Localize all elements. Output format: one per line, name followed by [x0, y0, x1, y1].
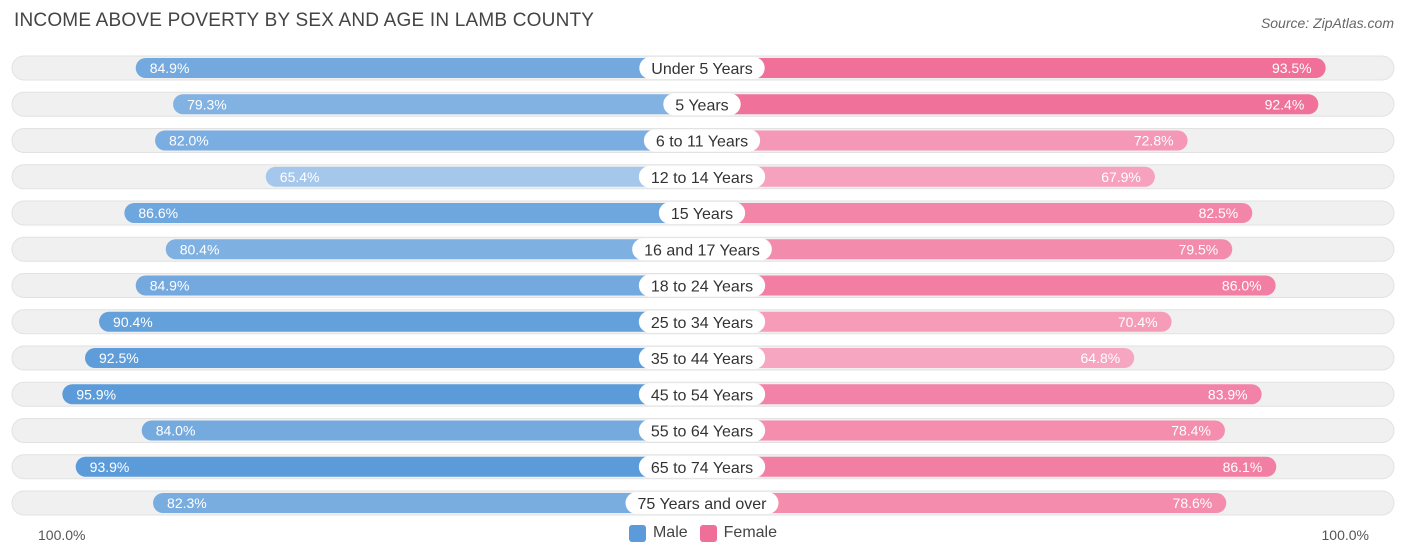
male-bar — [99, 311, 703, 332]
axis-left-label: 100.0% — [38, 527, 86, 543]
female-bar — [702, 203, 1253, 223]
category-label: 5 Years — [675, 97, 728, 114]
female-value-label: 67.9% — [1101, 169, 1141, 185]
female-bar — [702, 348, 1135, 368]
category-label-pill — [638, 383, 766, 406]
category-label-pill — [638, 310, 766, 333]
female-bar — [702, 493, 1227, 513]
category-label-pill — [639, 57, 765, 79]
male-bar — [165, 239, 702, 260]
category-label: 35 to 44 Years — [651, 351, 753, 368]
male-value-label: 65.4% — [280, 169, 320, 185]
female-value-label: 78.6% — [1173, 495, 1213, 511]
female-bar — [702, 239, 1233, 260]
category-label-pill — [643, 129, 761, 152]
female-bar — [702, 384, 1262, 405]
category-label: 65 to 74 Years — [651, 460, 753, 477]
male-value-label: 80.4% — [180, 241, 220, 257]
male-bar — [62, 384, 703, 405]
category-label: 25 to 34 Years — [651, 315, 753, 332]
legend-swatch-female — [699, 524, 717, 542]
male-bar — [135, 275, 703, 296]
male-bar — [141, 420, 703, 441]
female-value-label: 86.1% — [1223, 459, 1263, 475]
male-value-label: 93.9% — [90, 459, 130, 475]
female-bar — [702, 275, 1276, 296]
chart-title: INCOME ABOVE POVERTY BY SEX AND AGE IN L… — [14, 10, 595, 31]
male-bar — [135, 58, 703, 78]
female-bar — [702, 456, 1277, 477]
female-value-label: 86.0% — [1222, 278, 1262, 294]
category-label-pill — [638, 165, 766, 188]
legend-item-male[interactable]: Male — [628, 524, 688, 542]
female-value-label: 82.5% — [1199, 205, 1239, 221]
category-label: 75 Years and over — [638, 496, 768, 513]
male-value-label: 84.9% — [150, 60, 190, 76]
category-label-pill — [663, 93, 741, 116]
female-value-label: 64.8% — [1081, 350, 1121, 366]
category-label-pill — [638, 419, 766, 442]
female-bar — [702, 58, 1326, 78]
female-value-label: 83.9% — [1208, 386, 1248, 402]
category-label: 18 to 24 Years — [651, 279, 753, 296]
chart-canvas: 84.9% 93.5% Under 5 Years 79.3% 92.4% 5 Years… — [11, 55, 1395, 516]
male-bar — [155, 130, 702, 151]
male-bar — [173, 94, 703, 115]
legend-item-female[interactable]: Female — [699, 524, 778, 542]
male-value-label: 92.5% — [99, 350, 139, 366]
category-label: 6 to 11 Years — [656, 134, 748, 151]
female-bar — [702, 420, 1225, 441]
male-value-label: 84.9% — [150, 278, 190, 294]
female-bar — [702, 94, 1319, 115]
female-bar — [702, 311, 1172, 332]
male-bar — [265, 166, 702, 187]
category-label-pill — [638, 274, 766, 297]
category-label-pill — [638, 347, 766, 369]
male-value-label: 90.4% — [113, 314, 153, 330]
male-value-label: 82.3% — [167, 495, 207, 511]
legend-label-female: Female — [723, 524, 778, 541]
male-bar — [75, 456, 702, 477]
category-label-pill — [625, 492, 779, 514]
category-label: 12 to 14 Years — [651, 170, 753, 187]
source-note: Source: ZipAtlas.com — [1260, 15, 1394, 31]
category-label-pill — [638, 455, 766, 478]
male-bar — [124, 203, 703, 223]
male-value-label: 84.0% — [156, 423, 196, 439]
legend: Male Female — [0, 524, 1406, 542]
female-value-label: 93.5% — [1272, 60, 1312, 76]
category-label: 15 Years — [671, 206, 733, 223]
male-value-label: 82.0% — [169, 133, 209, 149]
male-bar — [85, 348, 702, 368]
female-value-label: 79.5% — [1179, 241, 1219, 257]
male-value-label: 86.6% — [138, 205, 178, 221]
category-label-pill — [632, 238, 772, 261]
legend-swatch-male — [628, 524, 646, 542]
female-bar — [702, 130, 1188, 151]
axis-right-label: 100.0% — [1321, 527, 1369, 543]
female-value-label: 92.4% — [1265, 96, 1305, 112]
female-bar — [702, 166, 1155, 187]
female-value-label: 78.4% — [1171, 423, 1211, 439]
legend-label-male: Male — [652, 524, 688, 541]
male-value-label: 79.3% — [187, 96, 227, 112]
category-label: 16 and 17 Years — [644, 242, 760, 259]
female-value-label: 70.4% — [1118, 314, 1158, 330]
male-bar — [153, 493, 702, 513]
category-label-pill — [658, 202, 746, 224]
female-value-label: 72.8% — [1134, 133, 1174, 149]
male-value-label: 95.9% — [76, 386, 116, 402]
category-label: 45 to 54 Years — [651, 387, 753, 404]
category-label: Under 5 Years — [651, 61, 752, 78]
category-label: 55 to 64 Years — [651, 424, 753, 441]
